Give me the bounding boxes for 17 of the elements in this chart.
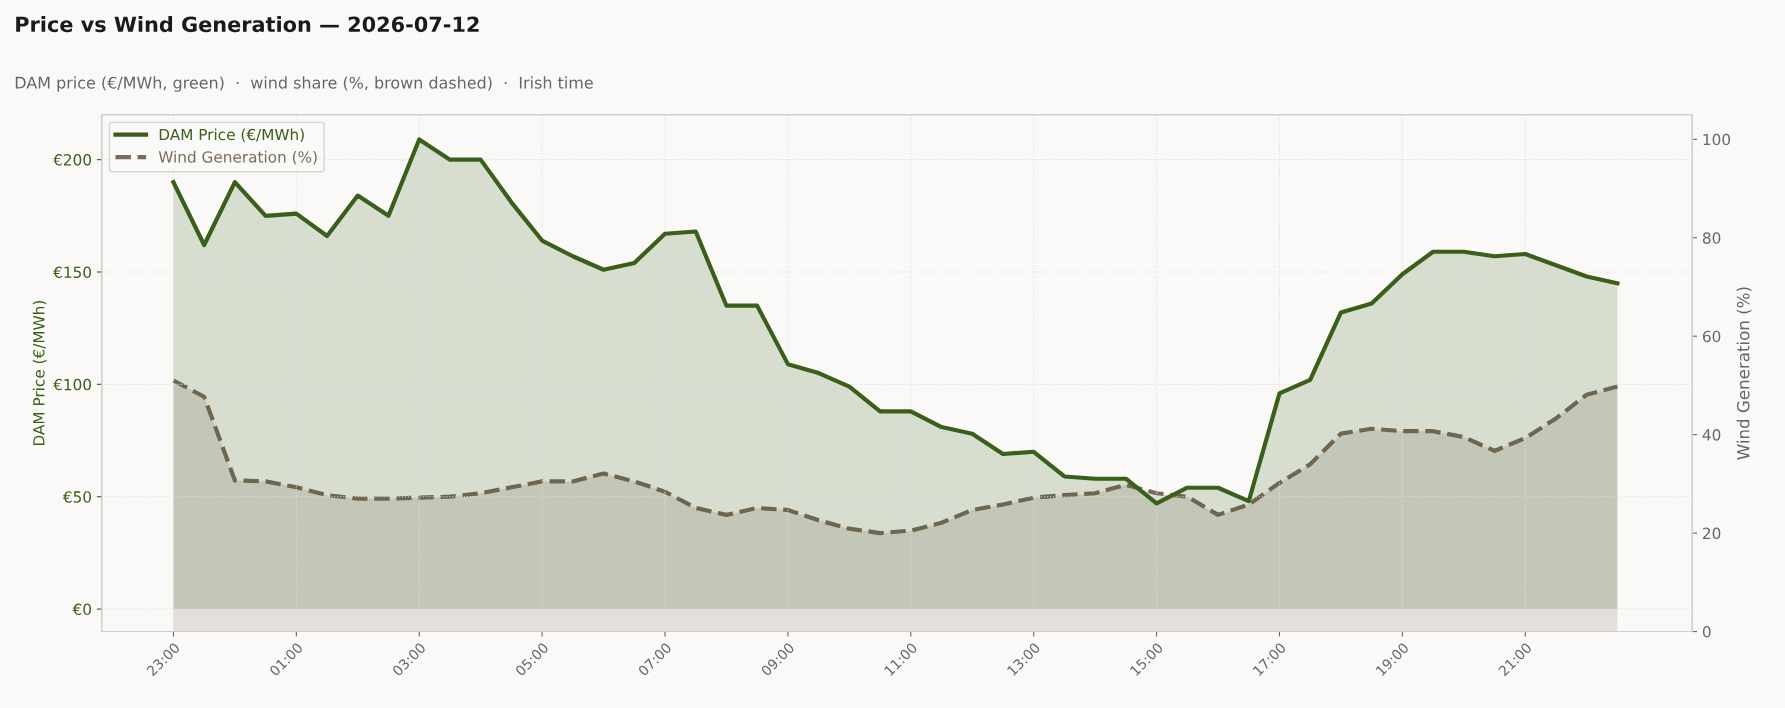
chart-title: Price vs Wind Generation — 2026-07-12 <box>16 16 479 33</box>
chart-subtitle: DAM price (€/MWh, green) · wind share (%, brown dashed) · Irish time <box>15 76 593 92</box>
y2-tick-label: 40 <box>1702 429 1721 441</box>
y-axis-title: DAM Price (€/MWh) <box>32 300 47 446</box>
y-tick-label: €100 <box>53 378 92 391</box>
y2-tick-label: 60 <box>1702 330 1721 343</box>
y-tick-label: €0 <box>72 603 92 616</box>
y-tick-label: €150 <box>53 266 92 279</box>
y2-tick-label: 20 <box>1703 527 1721 540</box>
y-tick-label: €200 <box>53 154 92 166</box>
y2-tick-label: 100 <box>1703 133 1731 146</box>
y2-tick-label: 0 <box>1702 626 1711 638</box>
legend-label: Wind Generation (%) <box>158 150 317 165</box>
legend-label: DAM Price (€/MWh) <box>159 128 304 143</box>
y2-axis-title: Wind Generation (%) <box>1736 287 1752 460</box>
y-tick-label: €50 <box>62 491 92 503</box>
y2-tick-label: 80 <box>1702 232 1721 244</box>
